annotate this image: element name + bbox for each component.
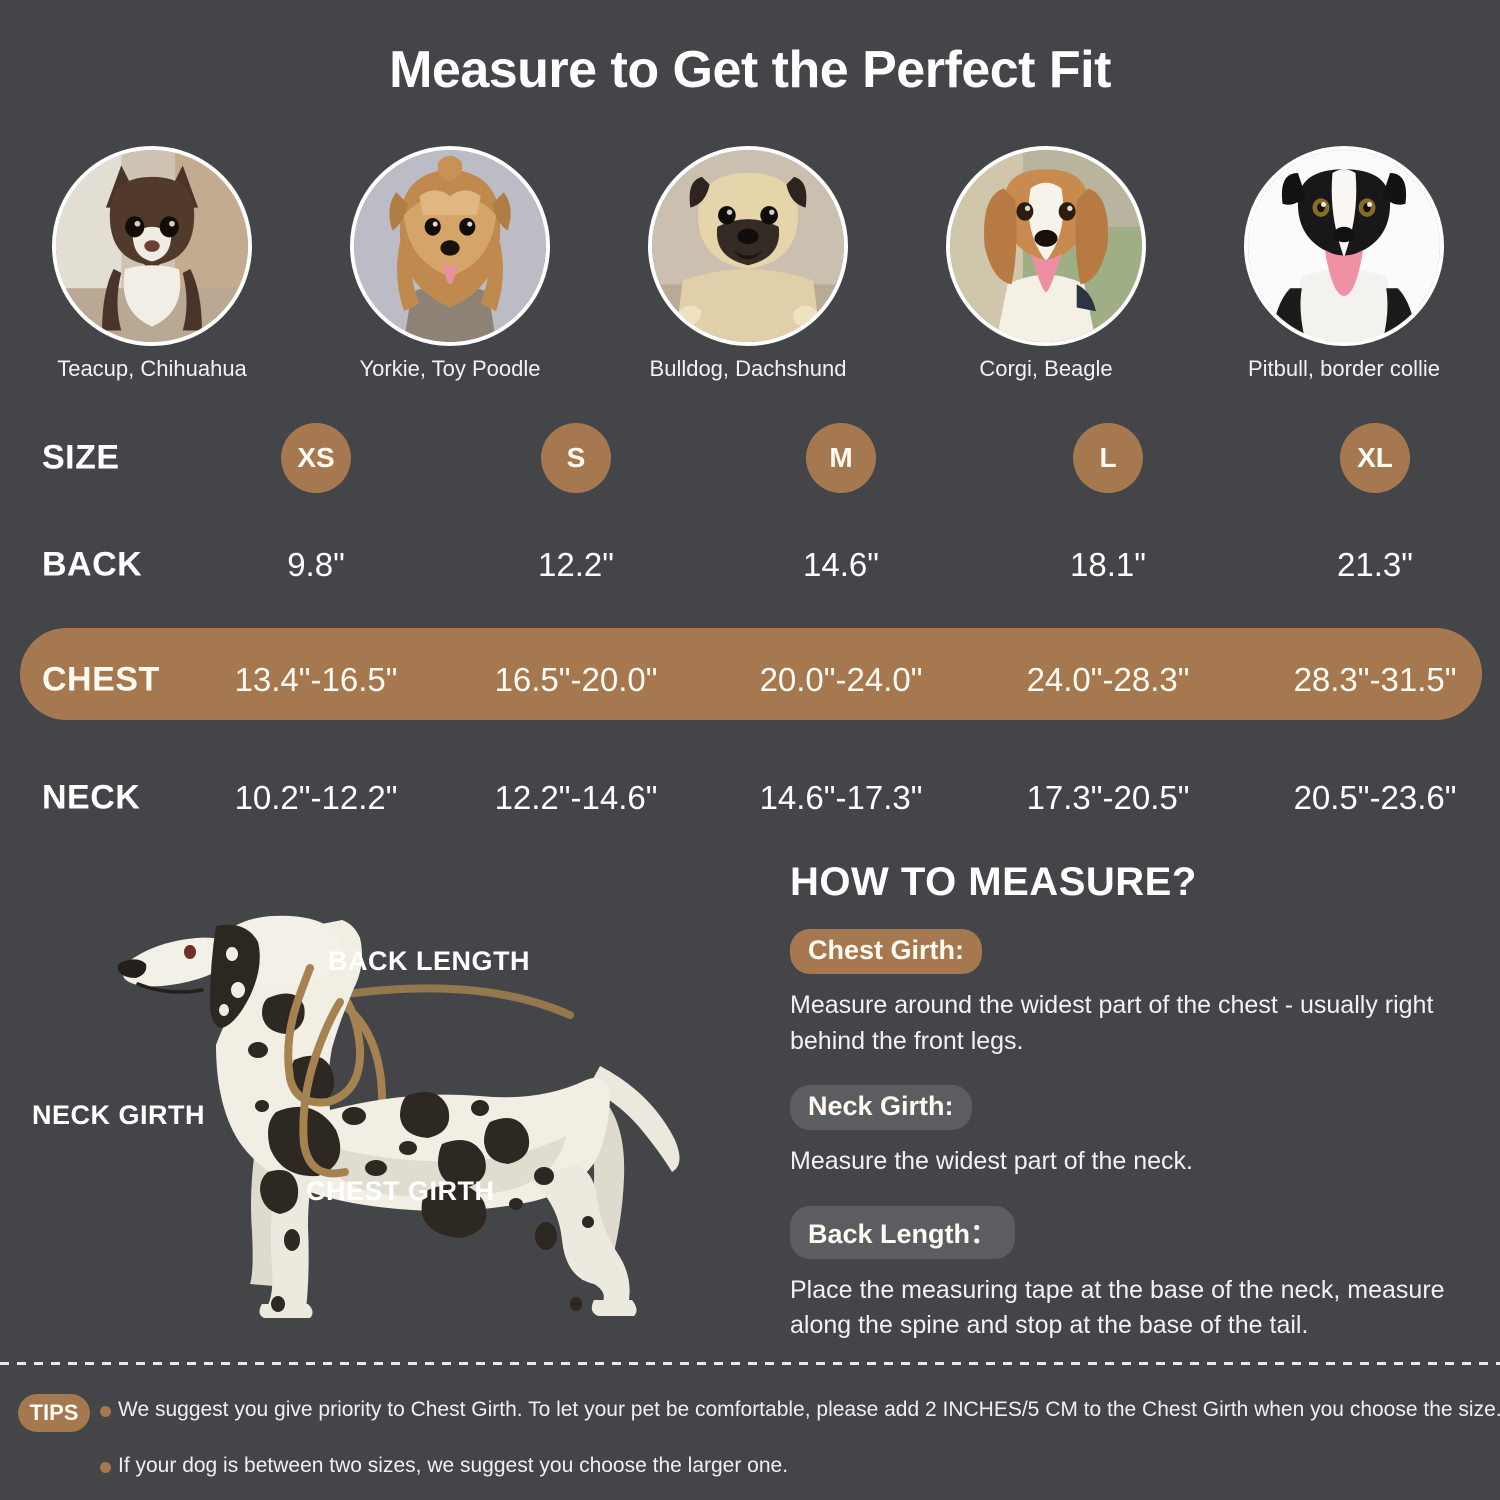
breed-label: Bulldog, Dachshund [649,356,847,381]
neck-girth-description: Measure the widest part of the neck. [790,1147,1193,1175]
breed-cell-s: Yorkie, Toy Poodle [350,146,550,382]
neck-girth-annotation: NECK GIRTH [32,1100,205,1130]
yorkie-photo [350,146,550,346]
back-length-tag: Back Length： [790,1205,1016,1259]
tip-text: We suggest you give priority to Chest Gi… [118,1398,1500,1421]
breed-cell-l: Corgi, Beagle [946,146,1146,382]
breed-label: Corgi, Beagle [979,356,1113,381]
chest-girth-annotation: CHEST GIRTH [306,1176,495,1206]
cell-chest-l: 24.0"-28.3" [1026,661,1190,698]
breed-label: Teacup, Chihuahua [57,356,247,381]
cell-chest-xl: 28.3"-31.5" [1293,661,1457,698]
size-badge-s: S [541,422,611,493]
neck-girth-tag: Neck Girth: [790,1085,972,1130]
cell-back-xs: 9.8" [287,546,345,583]
back-length-description: Place the measuring tape at the base of … [790,1275,1445,1340]
row-label-back: BACK [42,545,143,584]
measure-item-neck: Neck Girth: Measure the widest part of t… [790,1085,1480,1180]
cell-neck-s: 12.2"-14.6" [494,778,658,816]
cell-back-xl: 21.3" [1337,546,1413,583]
breed-label: Yorkie, Toy Poodle [359,356,541,381]
how-to-measure-section: HOW TO MEASURE? Chest Girth: Measure aro… [790,860,1480,1370]
row-label-size: SIZE [42,438,120,476]
breed-photo-row: Teacup, Chihuahua [0,146,1500,381]
dalmatian-measure-diagram [10,880,770,1320]
measure-item-back: Back Length： Place the measuring tape at… [790,1205,1480,1344]
breed-cell-xl: Pitbull, border collie [1244,146,1444,382]
breed-cell-m: Bulldog, Dachshund [648,146,848,382]
page-title: Measure to Get the Perfect Fit [389,41,1111,99]
cell-neck-xl: 20.5"-23.6" [1293,778,1457,816]
back-length-annotation: BACK LENGTH [328,946,530,976]
cell-neck-l: 17.3"-20.5" [1026,778,1190,816]
chihuahua-photo [52,146,252,346]
how-to-measure-title: HOW TO MEASURE? [790,860,1197,904]
cell-back-s: 12.2" [538,546,614,583]
table-row-chest: CHEST 13.4"-16.5" 16.5"-20.0" 20.0"-24.0… [0,620,1500,740]
breed-cell-xs: Teacup, Chihuahua [52,146,252,382]
cell-chest-m: 20.0"-24.0" [759,661,923,698]
size-badge-xs: XS [281,422,351,493]
cell-neck-xs: 10.2"-12.2" [234,778,398,816]
breed-label: Pitbull, border collie [1248,356,1440,381]
cell-chest-xs: 13.4"-16.5" [234,661,398,698]
cell-neck-m: 14.6"-17.3" [759,778,923,816]
tips-badge: TIPS [18,1394,90,1432]
cell-back-m: 14.6" [803,546,879,583]
chest-row-highlight [20,628,1482,720]
table-row-size: SIZE XS S M L XL [0,405,1500,510]
tip-text: If your dog is between two sizes, we sug… [118,1454,789,1477]
size-badge-l: L [1073,422,1143,493]
tip-item: If your dog is between two sizes, we sug… [100,1454,1488,1478]
size-table: SIZE XS S M L XL BACK 9.8" 12.2" 14.6" 1… [0,405,1500,855]
table-row-neck: NECK 10.2"-12.2" 12.2"-14.6" 14.6"-17.3"… [0,740,1500,855]
row-label-chest: CHEST [42,660,160,699]
tip-item: We suggest you give priority to Chest Gi… [100,1398,1500,1422]
cell-chest-s: 16.5"-20.0" [494,661,658,698]
chest-girth-tag: Chest Girth: [790,929,983,974]
chest-girth-description: Measure around the widest part of the ch… [790,991,1434,1055]
table-row-back: BACK 9.8" 12.2" 14.6" 18.1" 21.3" [0,510,1500,620]
bullet-dot-icon [100,1406,111,1417]
size-badge-xl: XL [1340,422,1410,493]
pug-photo [648,146,848,346]
row-label-neck: NECK [42,778,141,816]
measure-item-chest: Chest Girth: Measure around the widest p… [790,929,1480,1059]
border-collie-photo [1244,146,1444,346]
cell-back-l: 18.1" [1070,546,1146,583]
size-badge-m: M [806,422,876,493]
dashed-divider [0,1362,1500,1365]
beagle-photo [946,146,1146,346]
bullet-dot-icon [100,1462,111,1473]
